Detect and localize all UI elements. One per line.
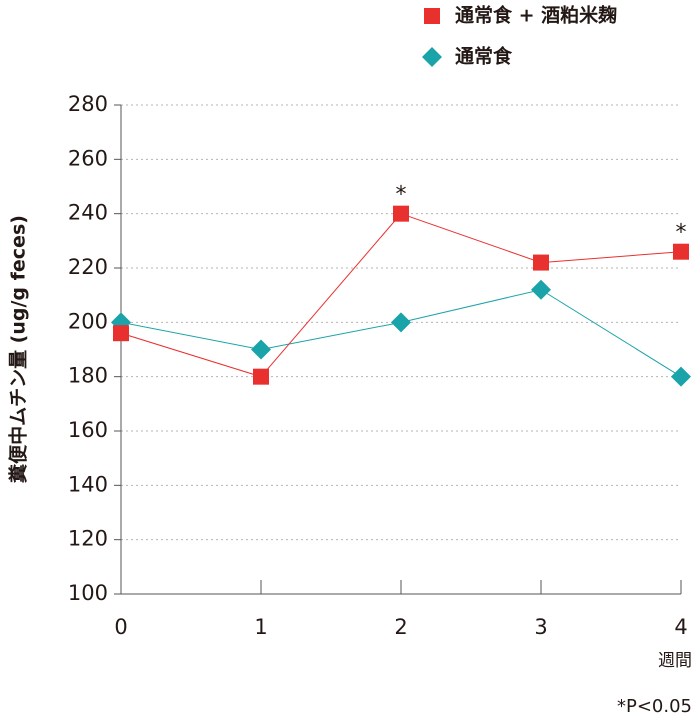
- y-tick-label: 200: [68, 309, 108, 333]
- y-tick-label: 160: [68, 418, 108, 442]
- y-tick-label: 280: [68, 92, 108, 116]
- data-point-diamond: [531, 279, 551, 300]
- y-tick-label: 260: [68, 146, 108, 170]
- legend-label: 通常食: [455, 45, 513, 68]
- data-point-diamond: [671, 366, 691, 387]
- x-tick-label: 2: [394, 615, 407, 639]
- x-tick-label: 1: [254, 615, 267, 639]
- y-tick-label: 180: [68, 364, 108, 388]
- data-point-square: [673, 243, 689, 260]
- y-axis-label: 糞便中ムチン量 (ug/g feces): [7, 215, 30, 484]
- x-axis-label: 週間: [658, 651, 692, 671]
- series-line: [120, 289, 682, 378]
- significance-marker: *: [396, 183, 407, 208]
- axes: 100 120 140 160 180 200 220 240 260 280 0 1 2 3 4: [68, 92, 688, 639]
- y-tick-label: 120: [68, 527, 108, 551]
- data-point-diamond: [391, 312, 411, 333]
- data-point-square: [533, 254, 549, 271]
- data-point-diamond: [251, 339, 271, 360]
- x-tick-label: 3: [534, 615, 547, 639]
- y-tick-label: 140: [68, 472, 108, 496]
- y-tick-label: 100: [68, 581, 108, 605]
- series-line: [120, 213, 682, 378]
- legend-label: 通常食 + 酒粕米麹: [455, 4, 617, 27]
- significance-footnote: *P<0.05: [617, 696, 692, 717]
- series-normal: [111, 279, 691, 387]
- series-sakekasu: [113, 205, 689, 385]
- significance-marker: *: [676, 221, 687, 246]
- legend-square-icon: [424, 8, 440, 24]
- y-tick-label: 220: [68, 255, 108, 279]
- data-point-square: [253, 368, 269, 385]
- legend-diamond-icon: [422, 47, 442, 67]
- data-point-square: [113, 325, 129, 342]
- series-layer: **: [111, 183, 691, 387]
- data-point-square: [393, 205, 409, 222]
- x-tick-label: 4: [674, 615, 687, 639]
- y-tick-label: 240: [68, 201, 108, 225]
- x-tick-label: 0: [114, 615, 127, 639]
